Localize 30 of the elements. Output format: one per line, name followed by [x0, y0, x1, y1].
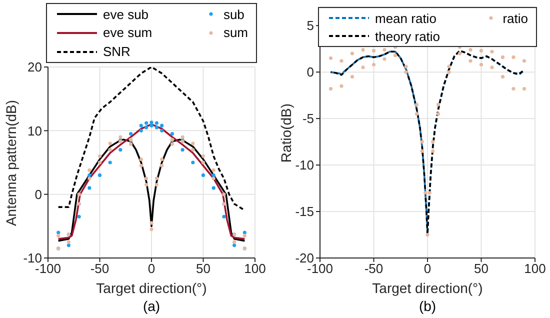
legend-label: ratio	[502, 10, 528, 26]
legend-label: sub	[223, 6, 244, 22]
legend-label: eve sum	[103, 25, 152, 40]
legend-label: eve sub	[103, 6, 149, 22]
y-axis-title: Ratio(dB)	[277, 102, 295, 164]
y-tick-label: -5	[302, 111, 314, 126]
y-tick-label: 0	[306, 64, 314, 80]
x-tick-label: -50	[364, 261, 384, 276]
x-tick-label: 0	[148, 261, 156, 276]
y-tick-label: 10	[28, 123, 42, 138]
x-tick-label: 50	[196, 261, 210, 276]
y-axis-title: Antenna pattern(dB)	[2, 98, 20, 228]
legend-label: sum	[223, 25, 248, 40]
x-tick-label: -50	[90, 261, 110, 276]
y-tick-label: 5	[306, 18, 314, 34]
legend-label: SNR	[103, 44, 130, 60]
y-tick-label: -15	[295, 204, 314, 220]
legend-label: theory ratio	[375, 28, 440, 44]
y-tick-label: 0	[34, 186, 42, 202]
x-tick-label: 0	[424, 261, 432, 276]
x-axis-title: Target direction(°)	[95, 280, 208, 296]
x-tick-label: 100	[524, 261, 546, 276]
legend-label: mean ratio	[375, 10, 436, 26]
text: (a)	[142, 298, 162, 314]
x-tick-label: 50	[474, 261, 488, 276]
x-tick-label: 100	[244, 261, 266, 276]
x-axis-title: Target direction(°)	[371, 280, 484, 296]
y-tick-label: 20	[28, 60, 42, 75]
y-tick-label: -10	[295, 158, 314, 173]
text: (b)	[418, 298, 438, 314]
